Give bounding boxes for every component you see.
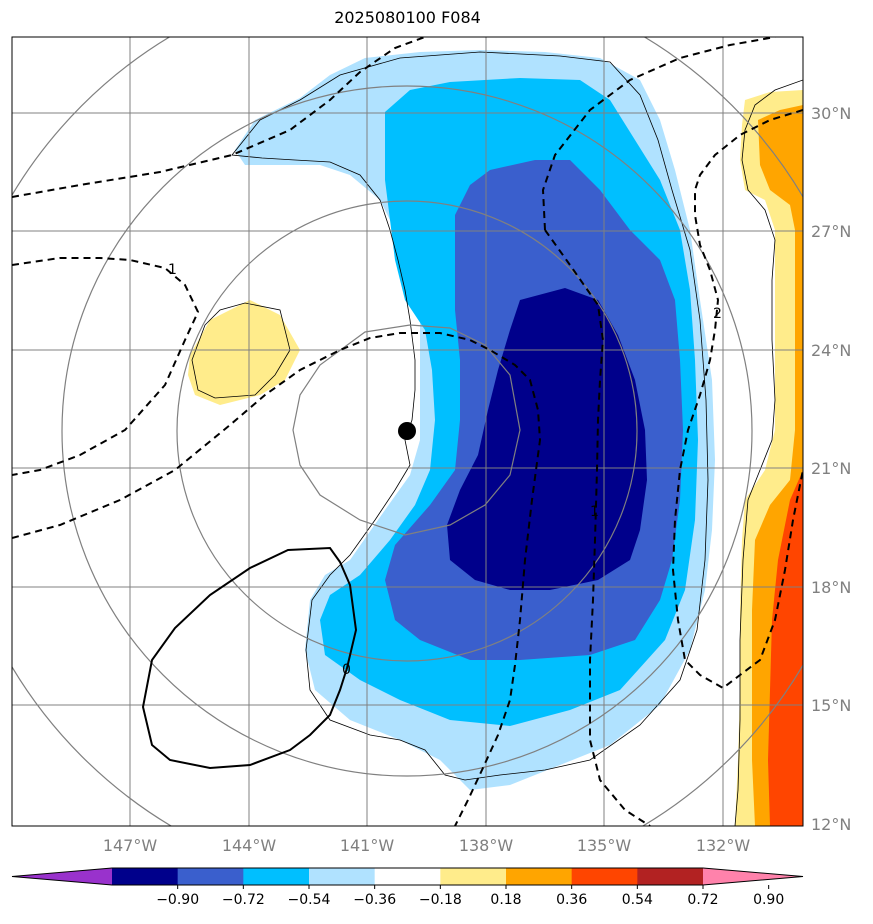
chart-title: 2025080100 F084 (334, 8, 481, 27)
colorbar-segment (637, 868, 704, 885)
colorbar-outline (11, 867, 804, 886)
contour-label-2-right: 2 (713, 306, 722, 322)
colorbar-segment (177, 868, 244, 885)
lat-label-21: 21°N (811, 459, 851, 478)
colorbar-segment (243, 868, 310, 885)
colorbar: −0.90 −0.72 −0.54 −0.36 −0.18 0.18 0.36 0.54 0.7… (11, 867, 804, 908)
lat-labels: 30°N 27°N 24°N 21°N 18°N 15°N 12°N (811, 104, 851, 834)
thin-outline-main (231, 51, 709, 781)
colorbar-extend-high (703, 868, 803, 885)
colorbar-segment (112, 868, 179, 885)
solid-zero-contour (141, 546, 358, 770)
contour-label-1-center: 1 (590, 504, 599, 520)
map-area: 1 2 1 0 (12, 37, 803, 826)
colorbar-segment (374, 868, 441, 885)
lon-label-132: 132°W (696, 836, 751, 855)
colorbar-tick-label: −0.36 (353, 892, 396, 908)
lon-label-138: 138°W (459, 836, 514, 855)
colorbar-tick-label: −0.90 (156, 892, 199, 908)
colorbar-segment (440, 868, 507, 885)
lat-label-15: 15°N (811, 696, 851, 715)
lon-label-144: 144°W (222, 836, 277, 855)
lon-labels: 147°W 144°W 141°W 138°W 135°W 132°W (103, 836, 751, 855)
range-rings (12, 37, 803, 826)
storm-center-marker (398, 422, 416, 440)
lon-label-141: 141°W (340, 836, 395, 855)
colorbar-tick-label: −0.18 (419, 892, 462, 908)
lat-label-24: 24°N (811, 341, 851, 360)
lat-label-30: 30°N (811, 104, 851, 123)
lat-label-12: 12°N (811, 815, 851, 834)
contour-label-1-left: 1 (168, 262, 177, 278)
lat-label-27: 27°N (811, 222, 851, 241)
colorbar-tick-label: 0.72 (687, 892, 718, 908)
colorbar-segment (571, 868, 638, 885)
fill-navy (447, 288, 647, 590)
colorbar-tick-label: 0.36 (556, 892, 587, 908)
colorbar-tick-label: −0.54 (288, 892, 331, 908)
grid-lines (12, 37, 803, 826)
dashed-contours (12, 37, 803, 826)
colorbar-extend-low (12, 868, 112, 885)
colorbar-tick-label: 0.18 (490, 892, 521, 908)
lon-label-147: 147°W (103, 836, 158, 855)
colorbar-segment (309, 868, 376, 885)
colorbar-tick-label: −0.72 (222, 892, 265, 908)
colorbar-tick-label: 0.90 (753, 892, 784, 908)
fill-yellow-blob (188, 300, 300, 405)
colorbar-tick-label: 0.54 (622, 892, 653, 908)
lon-label-135: 135°W (577, 836, 632, 855)
thin-outline-yellow (191, 302, 291, 399)
fill-right-red (768, 470, 803, 826)
thin-outline-right (734, 79, 803, 826)
contour-label-0: 0 (342, 662, 351, 678)
colorbar-segment (506, 868, 573, 885)
lat-label-18: 18°N (811, 578, 851, 597)
map-frame (11, 36, 804, 827)
